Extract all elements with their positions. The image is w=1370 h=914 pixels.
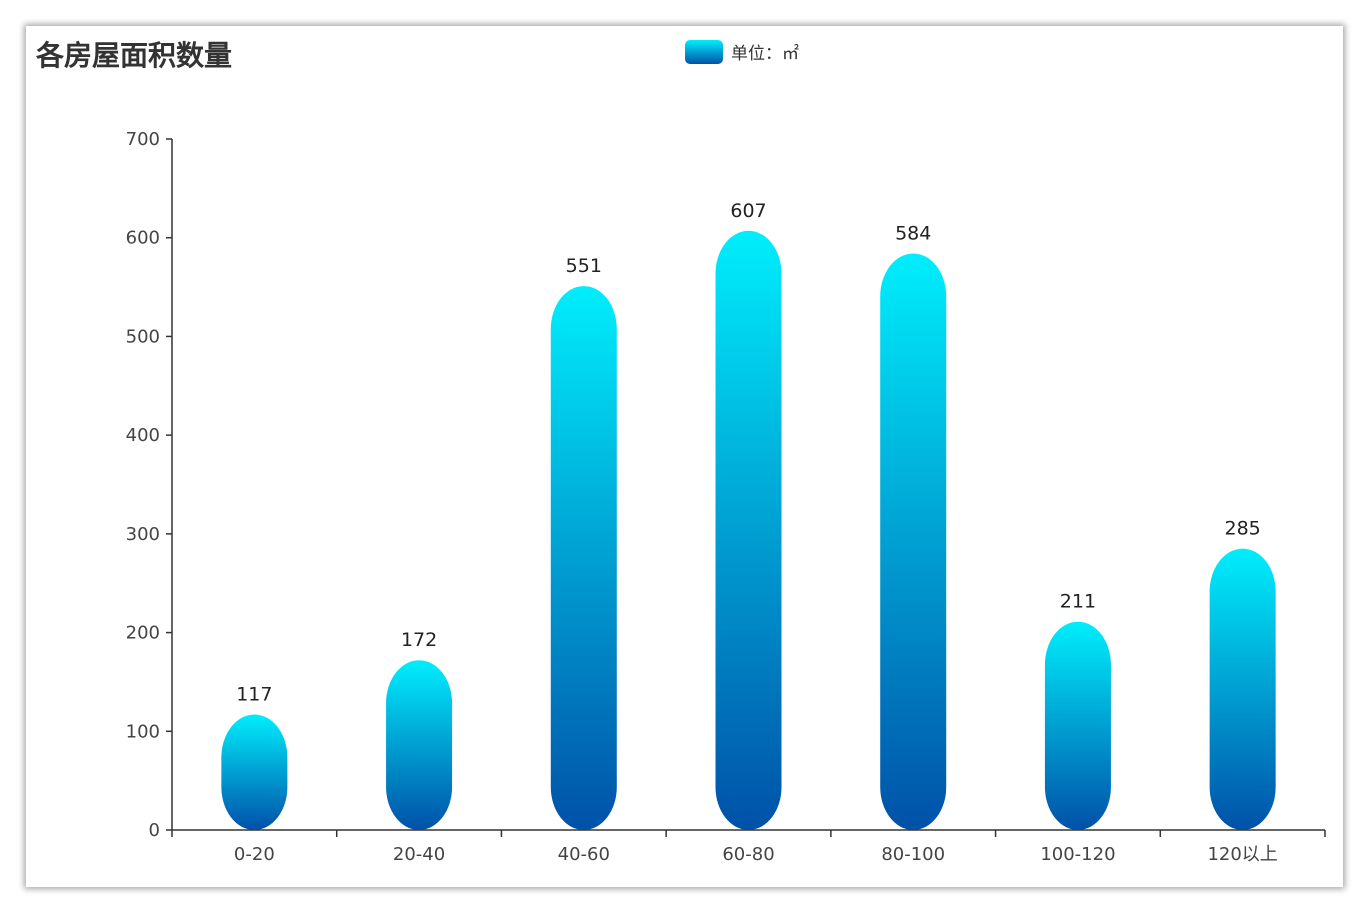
y-tick-label: 600: [126, 228, 160, 249]
x-tick-label: 60-80: [722, 844, 774, 865]
bars: [221, 230, 1276, 831]
x-tick-label: 40-60: [558, 844, 610, 865]
bar[interactable]: [1209, 548, 1276, 830]
bar[interactable]: [880, 253, 947, 831]
bar[interactable]: [1044, 621, 1111, 830]
bar-value-label: 211: [1060, 591, 1096, 613]
legend-swatch: [685, 39, 723, 64]
y-tick-label: 700: [126, 129, 160, 150]
legend[interactable]: 单位：㎡: [685, 39, 799, 64]
bar[interactable]: [550, 286, 617, 830]
y-tick-label: 400: [126, 425, 160, 446]
bar-value-label: 551: [566, 255, 602, 277]
y-tick-label: 300: [126, 524, 160, 545]
bar-value-label: 117: [236, 684, 272, 706]
chart-title: 各房屋面积数量: [36, 39, 233, 72]
y-tick-label: 100: [126, 721, 160, 742]
x-axis: 0-20 20-40 40-60 60-80 80-100 100-120 120以上: [171, 829, 1326, 865]
bar[interactable]: [386, 660, 453, 830]
y-axis: 0 100 200 300 400 500 600 700: [126, 129, 173, 841]
data-labels: 117 172 551 607 584 211 285: [236, 200, 1261, 706]
x-tick-label: 80-100: [881, 844, 945, 865]
y-tick-label: 200: [126, 623, 160, 644]
bar[interactable]: [221, 714, 288, 830]
y-tick-label: 500: [126, 326, 160, 347]
x-tick-label: 100-120: [1040, 844, 1115, 865]
y-tick-label: 0: [149, 820, 160, 841]
x-tick-label: 0-20: [234, 844, 275, 865]
bar-value-label: 584: [895, 223, 931, 245]
x-tick-label: 120以上: [1207, 844, 1277, 865]
x-tick-label: 20-40: [393, 844, 445, 865]
bar-value-label: 285: [1225, 518, 1261, 540]
bar-value-label: 172: [401, 629, 437, 651]
bar[interactable]: [715, 230, 782, 830]
bar-value-label: 607: [730, 200, 766, 222]
legend-label: 单位：㎡: [731, 44, 799, 64]
